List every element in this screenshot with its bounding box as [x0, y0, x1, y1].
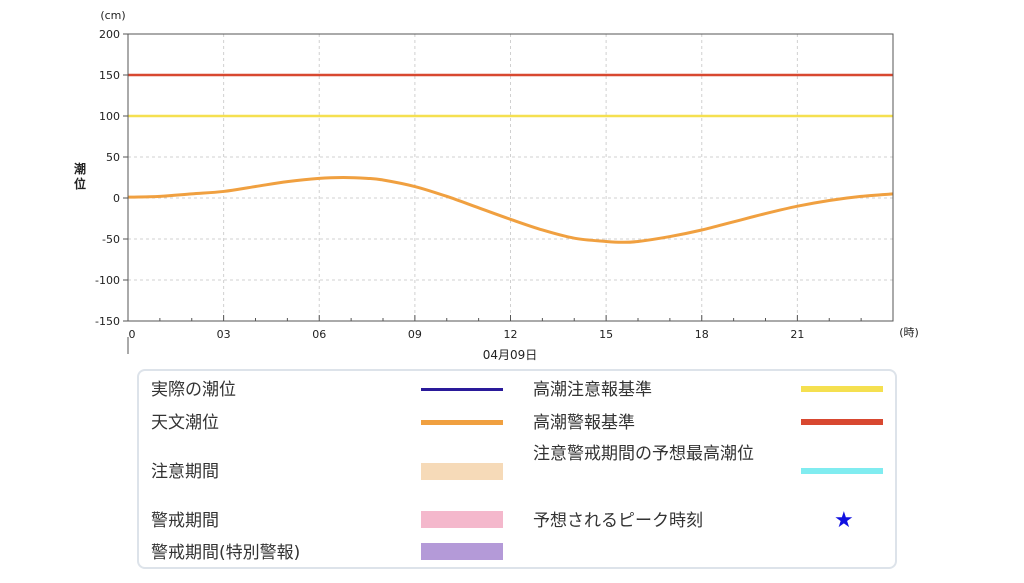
legend-swatch-actual-tide — [421, 388, 503, 391]
legend-label-astronomical-tide: 天文潮位 — [151, 413, 219, 433]
series-line-astronomical-tide — [127, 175, 894, 244]
legend-swatch-warning-period — [421, 511, 503, 528]
axes: 0 03 06 09 12 15 18 21 200 150 100 50 0 -50 -100 -150 — [95, 28, 894, 341]
legend-swatch-caution-period — [421, 463, 503, 480]
x-unit-label: (時) — [899, 326, 919, 339]
y-axis-label: 潮位 — [74, 161, 86, 191]
star-icon: ★ — [834, 508, 854, 533]
y-tick-label: 100 — [99, 110, 120, 123]
date-label: 04月09日 — [483, 348, 538, 362]
legend: 実際の潮位 天文潮位 注意期間 警戒期間 警戒期間(特別警報) 高潮注意報基準 … — [137, 369, 897, 569]
y-tick-label: -150 — [95, 315, 120, 328]
legend-swatch-astronomical-tide — [421, 420, 503, 425]
x-tick-label: 06 — [312, 328, 326, 341]
legend-label-caution-period: 注意期間 — [151, 462, 219, 482]
legend-label-warning-period: 警戒期間 — [151, 511, 219, 531]
y-tick-label: -100 — [95, 274, 120, 287]
y-tick-label: -50 — [102, 233, 120, 246]
legend-label-predicted-peak-time: 予想されるピーク時刻 — [533, 511, 703, 531]
x-tick-label: 09 — [408, 328, 422, 341]
legend-label-actual-tide: 実際の潮位 — [151, 380, 236, 400]
legend-label-predicted-max-tide: 注意警戒期間の予想最高潮位 — [533, 444, 754, 464]
x-tick-label: 18 — [695, 328, 709, 341]
x-tick-label: 0 — [129, 328, 136, 341]
y-tick-label: 0 — [113, 192, 120, 205]
x-tick-label: 21 — [790, 328, 804, 341]
y-unit-label: (cm) — [100, 9, 125, 22]
legend-swatch-storm-surge-warning-level — [801, 419, 883, 425]
legend-swatch-special-warning-period — [421, 543, 503, 560]
legend-label-special-warning-period: 警戒期間(特別警報) — [151, 543, 301, 563]
legend-label-storm-surge-warning-level: 高潮警報基準 — [533, 413, 635, 433]
y-tick-label: 50 — [106, 151, 120, 164]
x-tick-label: 12 — [504, 328, 518, 341]
y-tick-label: 150 — [99, 69, 120, 82]
tide-chart: 0 03 06 09 12 15 18 21 200 150 100 50 0 -50 -100 -150 (… — [74, 9, 919, 362]
y-tick-label: 200 — [99, 28, 120, 41]
legend-label-storm-surge-advisory-level: 高潮注意報基準 — [533, 380, 652, 400]
series-layer — [127, 73, 894, 244]
legend-swatch-predicted-max-tide — [801, 468, 883, 474]
plot-area-bg — [128, 34, 893, 321]
x-tick-label: 15 — [599, 328, 613, 341]
legend-swatch-storm-surge-advisory-level — [801, 386, 883, 392]
x-tick-label: 03 — [217, 328, 231, 341]
